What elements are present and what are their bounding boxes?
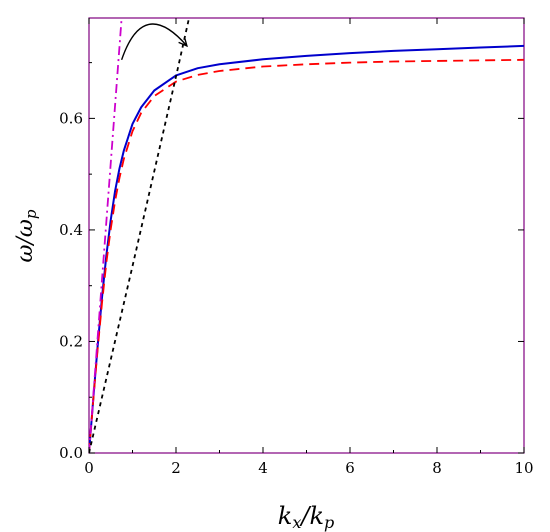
annotation-layer (120, 23, 188, 61)
x-axis-label-main2: k (309, 502, 324, 530)
series-line-2-dashdot (89, 18, 123, 453)
x-tick-label-2: 2 (171, 459, 181, 477)
x-axis-label-sub2: p (324, 513, 334, 532)
y-tick-label-0.2: 0.2 (59, 332, 83, 350)
x-tick-label-10: 10 (514, 459, 533, 477)
x-tick-label-0: 0 (84, 459, 94, 477)
x-tick-label-6: 6 (345, 459, 355, 477)
curved-arrow-0 (120, 23, 188, 61)
plot-frame (88, 17, 525, 454)
series-line-1-dashed (89, 58, 524, 453)
x-tick-label-8: 8 (432, 459, 442, 477)
y-axis-label: ω/ωp (13, 209, 40, 262)
plot-area (88, 17, 525, 454)
series-line-0-solid (89, 44, 524, 453)
x-axis-label-sep: / (299, 502, 312, 530)
y-axis-label-sub: p (22, 209, 40, 219)
y-tick-label-0.6: 0.6 (59, 109, 83, 127)
ticks-layer: 0 2 4 6 8 10 0.0 0.2 0.4 0.6 (59, 18, 534, 477)
x-axis-label: kx/kp (278, 502, 334, 532)
y-axis-label-main: ω/ω (13, 219, 38, 262)
series-layer (89, 18, 524, 453)
x-tick-label-4: 4 (258, 459, 268, 477)
y-tick-label-0.4: 0.4 (59, 221, 83, 239)
x-axis-label-sub: x (292, 513, 301, 532)
y-tick-label-0.0: 0.0 (59, 444, 83, 462)
x-axis-label-main: k (278, 502, 293, 530)
arrowhead-0 (178, 37, 188, 48)
series-line-3-dotted (89, 18, 190, 453)
